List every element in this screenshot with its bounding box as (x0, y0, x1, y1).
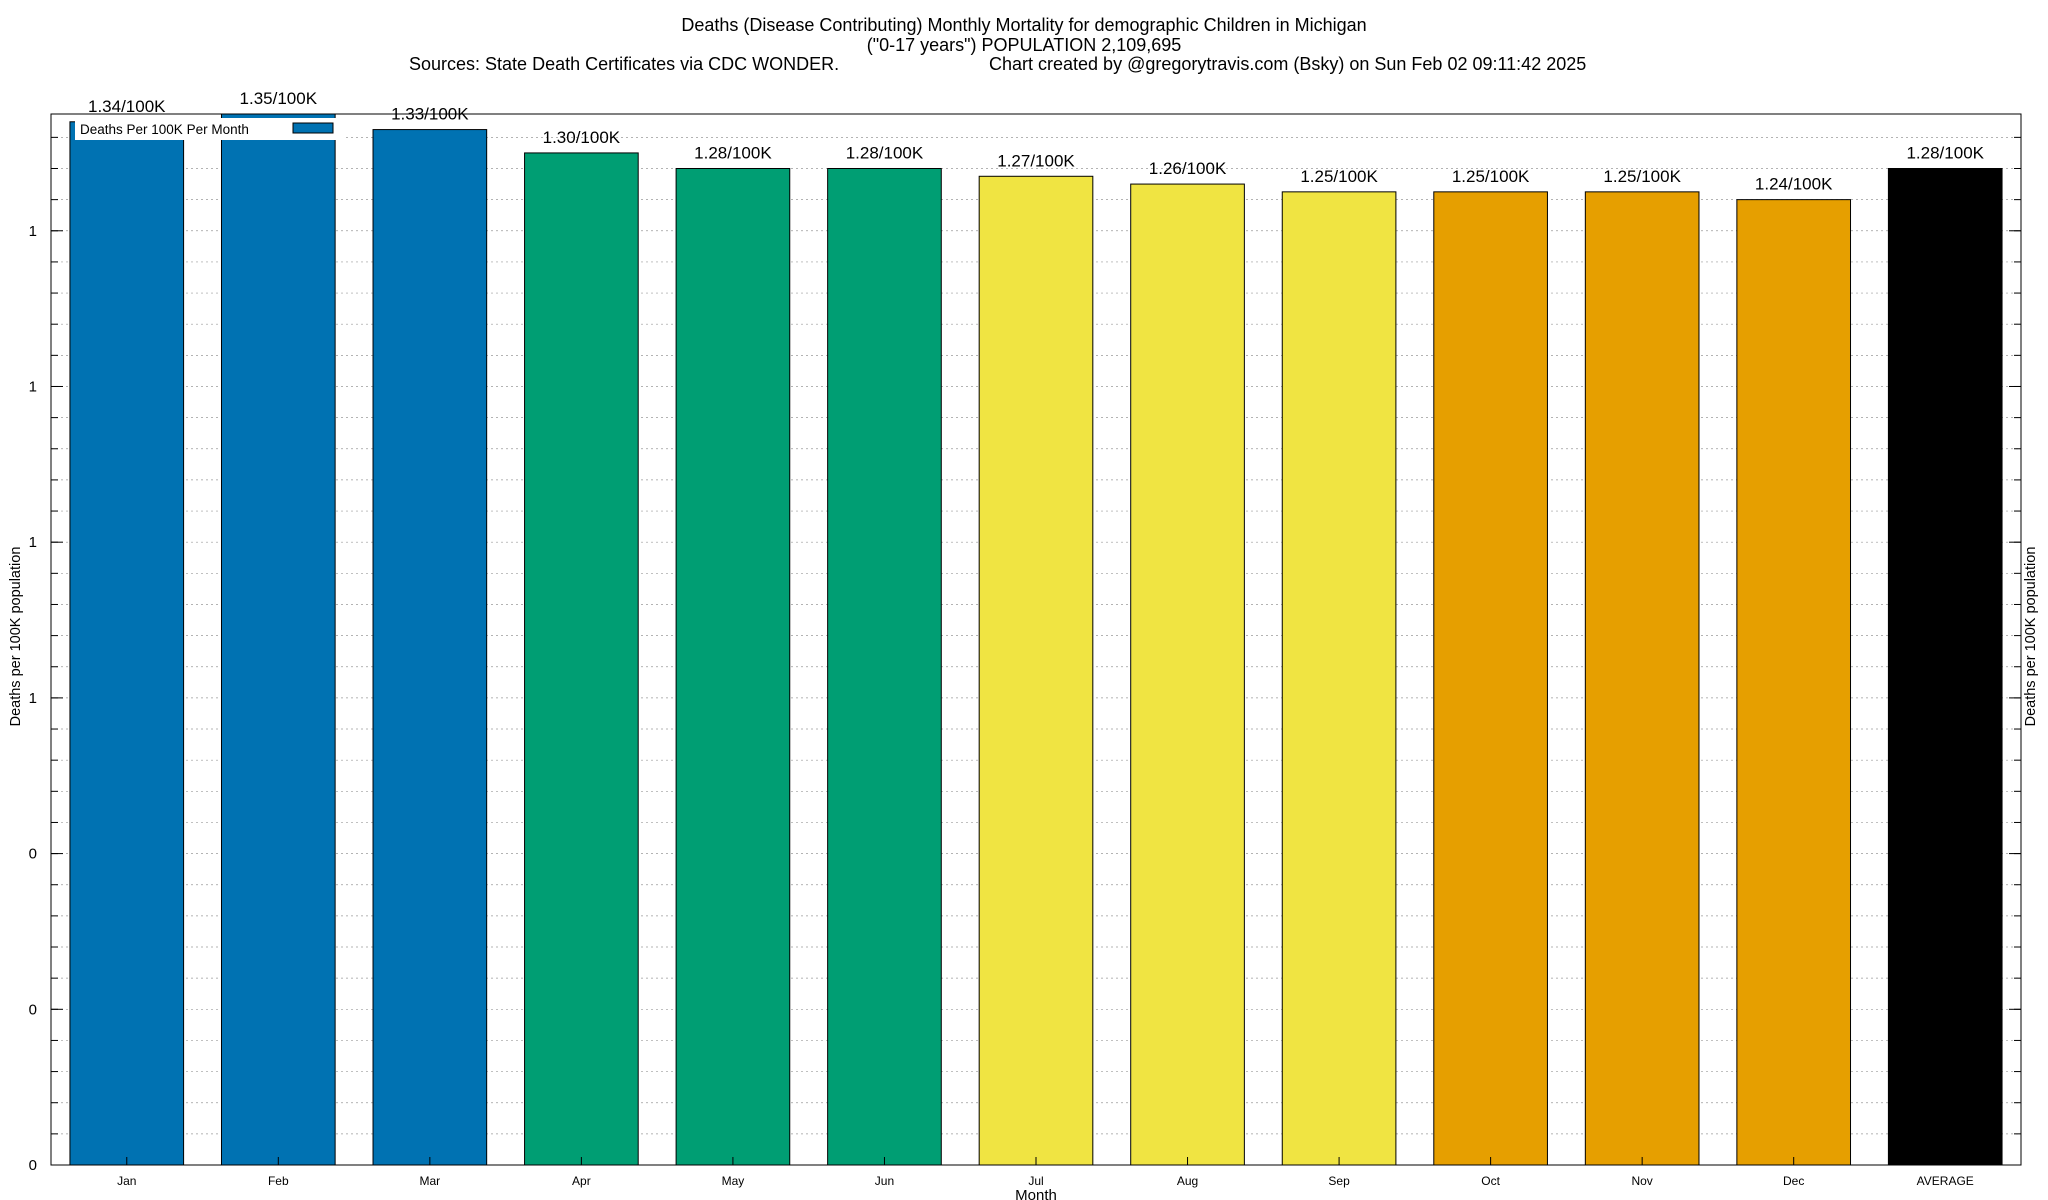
bar-average (1887, 167, 2003, 1166)
x-tick-label-average: AVERAGE (1917, 1174, 1974, 1188)
data-label-jun: 1.28/100K (846, 143, 924, 162)
x-tick-label-nov: Nov (1631, 1174, 1652, 1188)
x-tick-label-feb: Feb (268, 1174, 289, 1188)
data-label-jan: 1.34/100K (88, 97, 166, 116)
y-tick-label: 1 (29, 378, 37, 395)
bar-apr (524, 152, 639, 1166)
x-tick-label-apr: Apr (572, 1174, 591, 1188)
x-axis-title: Month (1015, 1187, 1057, 1200)
y-axis-title-right: Deaths per 100K population (2023, 547, 2039, 727)
data-label-dec: 1.24/100K (1755, 175, 1833, 194)
bar-may (675, 167, 791, 1166)
x-tick-label-jan: Jan (117, 1174, 136, 1188)
bar-jul (978, 175, 1094, 1166)
bar-feb (220, 113, 336, 1166)
data-label-apr: 1.30/100K (543, 128, 621, 147)
x-tick-label-aug: Aug (1177, 1174, 1198, 1188)
legend-box (75, 118, 343, 140)
data-label-aug: 1.26/100K (1149, 159, 1227, 178)
x-tick-label-mar: Mar (420, 1174, 441, 1188)
y-tick-label: 0 (29, 1001, 37, 1018)
x-tick-label-oct: Oct (1481, 1174, 1500, 1188)
data-label-jul: 1.27/100K (997, 151, 1075, 170)
plot-frame (50, 113, 2022, 1166)
legend-swatch (292, 122, 334, 134)
x-tick-label-jun: Jun (875, 1174, 894, 1188)
y-tick-label: 1 (29, 223, 37, 240)
bar-jun (827, 167, 942, 1166)
data-label-average: 1.28/100K (1906, 143, 1984, 162)
y-axis-title-left: Deaths per 100K population (8, 547, 24, 727)
bar-dec (1736, 199, 1852, 1166)
y-tick-label: 0 (29, 1157, 37, 1174)
x-tick-label-sep: Sep (1328, 1174, 1350, 1188)
chart-sources: Sources: State Death Certificates via CD… (409, 54, 840, 74)
chart-title-line-2: ("0-17 years") POPULATION 2,109,695 (866, 35, 1182, 55)
data-label-sep: 1.25/100K (1300, 167, 1378, 186)
y-tick-label: 0 (29, 846, 37, 863)
bar-nov (1584, 191, 1700, 1166)
data-label-feb: 1.35/100K (240, 89, 318, 108)
x-tick-label-jul: Jul (1028, 1174, 1043, 1188)
data-label-oct: 1.25/100K (1452, 167, 1530, 186)
y-tick-label: 1 (29, 534, 37, 551)
chart-title-line-1: Deaths (Disease Contributing) Monthly Mo… (681, 15, 1367, 35)
y-tick-label: 1 (29, 690, 37, 707)
legend-label: Deaths Per 100K Per Month (80, 122, 249, 137)
chart-credit: Chart created by @gregorytravis.com (Bsk… (989, 54, 1587, 74)
data-label-may: 1.28/100K (694, 143, 772, 162)
bar-oct (1433, 191, 1548, 1166)
x-tick-label-may: May (722, 1174, 745, 1188)
bar-mar (372, 129, 488, 1166)
x-tick-label-dec: Dec (1783, 1174, 1804, 1188)
bar-jan (69, 121, 185, 1166)
data-label-nov: 1.25/100K (1603, 167, 1681, 186)
bar-sep (1281, 191, 1397, 1166)
bar-aug (1130, 183, 1245, 1166)
